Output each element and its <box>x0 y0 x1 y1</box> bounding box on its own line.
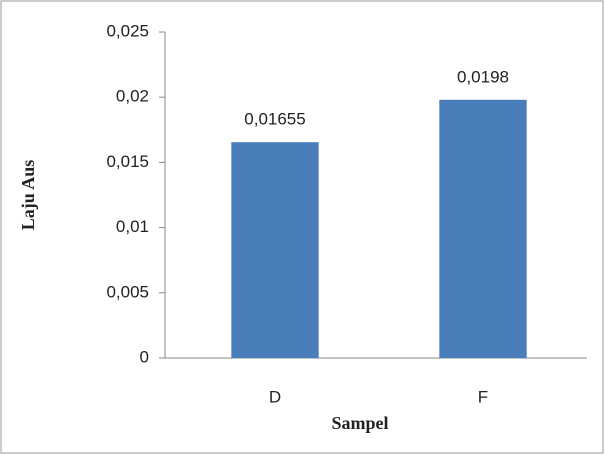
x-tick-label: F <box>478 387 488 406</box>
y-tick-label: 0,005 <box>106 282 149 301</box>
y-tick-label: 0,015 <box>106 152 149 171</box>
y-tick-label: 0,02 <box>116 87 149 106</box>
x-axis-label: Sampel <box>331 413 388 433</box>
bar <box>439 100 526 358</box>
y-tick-label: 0,01 <box>116 217 149 236</box>
value-label: 0,0198 <box>457 67 509 86</box>
page: Sampel Laju Aus 0 0,005 0,01 0,015 0,02 0,025… <box>0 0 605 455</box>
chart: Sampel Laju Aus 0 0,005 0,01 0,015 0,02 0,025… <box>0 0 605 455</box>
y-tick-label: 0,025 <box>106 21 149 40</box>
value-label: 0,01655 <box>244 110 305 129</box>
x-tick-label: D <box>269 387 281 406</box>
y-tick-label: 0 <box>140 347 149 366</box>
y-axis-label: Laju Aus <box>18 160 38 231</box>
bar <box>231 142 318 358</box>
